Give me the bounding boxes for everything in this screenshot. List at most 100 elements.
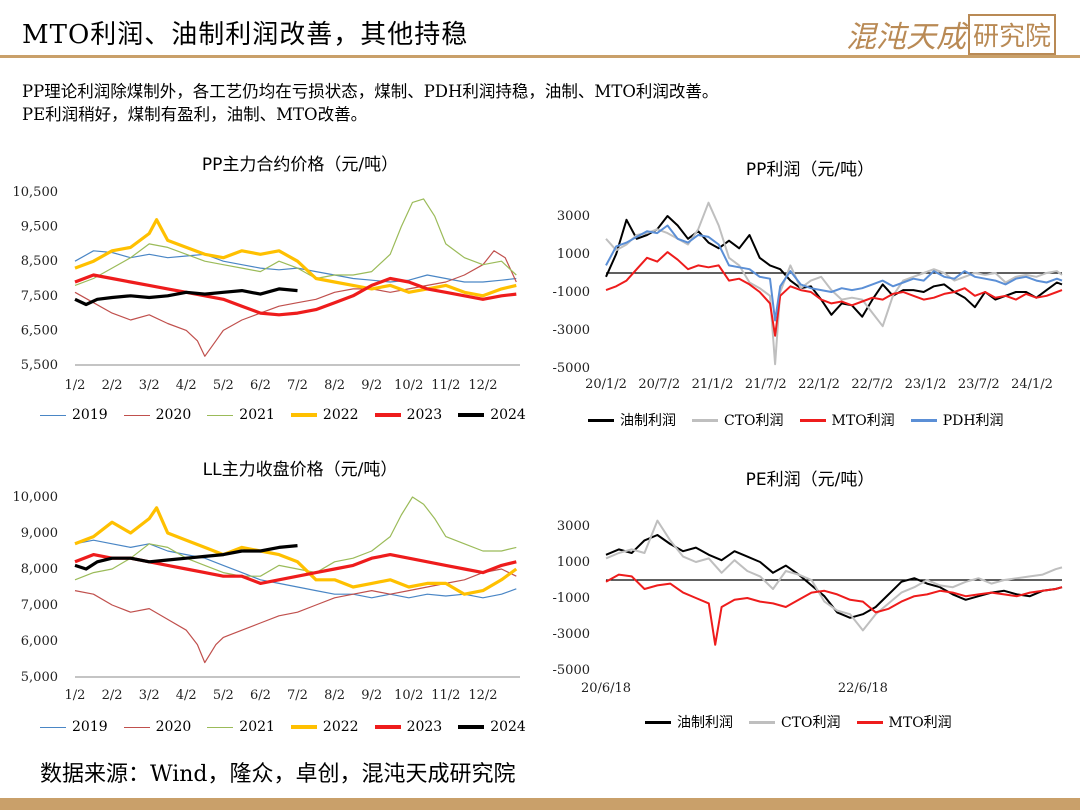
legend-swatch [40, 726, 66, 728]
pe-profit-chart-title: PE利润（元/吨） [745, 470, 875, 490]
legend-label: MTO利润 [888, 715, 952, 731]
x-tick-label: 8/2 [324, 688, 345, 703]
legend-label: 2020 [155, 719, 192, 735]
x-tick-label: 3/2 [139, 688, 160, 703]
series-line-y2022 [74, 506, 518, 596]
legend-swatch [458, 413, 485, 417]
legend-item: MTO利润 [799, 410, 895, 430]
series-line-y2024 [74, 287, 298, 307]
x-tick-label: 7/2 [287, 378, 308, 393]
legend-item: 油制利润 [588, 410, 676, 430]
x-tick-label: 24/1/2 [1011, 377, 1053, 392]
legend-label: 2019 [72, 407, 108, 423]
series-line-y2021 [74, 198, 517, 286]
summary-text: PP理论利润除煤制外，各工艺仍均在亏损状态，煤制、PDH利润持稳，油制、MTO利… [22, 80, 718, 126]
legend-item: 2019 [40, 407, 108, 423]
legend-item: CTO利润 [749, 712, 841, 732]
brand-logo: 混沌天成 研究院 [846, 12, 1056, 56]
series-line-y2019 [74, 250, 517, 283]
summary-line-1: PP理论利润除煤制外，各工艺仍均在亏损状态，煤制、PDH利润持稳，油制、MTO利… [22, 82, 719, 101]
y-tick-label: 7,000 [21, 598, 58, 613]
legend-swatch [910, 418, 937, 422]
x-tick-label: 22/7/2 [851, 377, 893, 392]
y-tick-label: 8,500 [21, 254, 58, 269]
series-line-cto [605, 519, 1063, 632]
x-tick-label: 4/2 [176, 688, 197, 703]
pp-price-legend: 2019 2020 2021 2022 2023 2024 [40, 407, 542, 423]
legend-item: 2021 [207, 407, 275, 423]
legend-item: 2022 [290, 407, 359, 423]
legend-swatch [856, 720, 883, 724]
legend-item: 2024 [458, 719, 526, 735]
y-tick-label: -1000 [553, 285, 590, 300]
x-tick-label: 1/2 [65, 378, 86, 393]
pp-profit-legend: 油制利润 CTO利润 MTO利润 PDH利润 [588, 410, 1020, 430]
y-tick-label: 9,500 [21, 220, 58, 235]
x-tick-label: 22/1/2 [798, 377, 840, 392]
series-line-oil [605, 534, 1063, 619]
series-line-pdh [605, 224, 1063, 322]
legend-label: 油制利润 [677, 715, 733, 731]
legend-swatch [692, 418, 718, 422]
legend-swatch [207, 726, 234, 728]
pp-price-chart: 10,500 9,500 8,500 7,500 6,500 5,500 1/2 2/2 3/2… [13, 185, 520, 393]
series-line-mto [605, 251, 1063, 337]
legend-label: MTO利润 [831, 413, 895, 429]
legend-label: 2021 [239, 719, 275, 735]
x-tick-label: 6/2 [250, 378, 271, 393]
footer-bar [0, 798, 1080, 810]
legend-label: 2022 [322, 719, 359, 735]
ll-price-chart-title: LL主力收盘价格（元/吨） [202, 460, 398, 480]
y-tick-label: -1000 [553, 591, 590, 606]
ll-price-chart: 10,000 9,000 8,000 7,000 6,000 5,000 1/2 2/2 3/2… [13, 490, 520, 703]
legend-swatch [645, 720, 671, 724]
x-tick-label: 9/2 [361, 378, 382, 393]
legend-label: PDH利润 [942, 413, 1004, 429]
x-tick-label: 4/2 [176, 378, 197, 393]
pp-price-chart-title: PP主力合约价格（元/吨） [201, 155, 399, 175]
legend-label: 油制利润 [620, 413, 676, 429]
legend-swatch [207, 414, 234, 416]
x-tick-label: 21/1/2 [692, 377, 734, 392]
pp-profit-chart-title: PP利润（元/吨） [745, 160, 875, 180]
legend-label: 2020 [155, 407, 192, 423]
legend-label: 2019 [72, 719, 108, 735]
legend-item: 2024 [458, 407, 526, 423]
x-tick-label: 5/2 [213, 378, 234, 393]
legend-label: 2021 [239, 407, 275, 423]
legend-swatch [123, 414, 150, 416]
legend-label: CTO利润 [724, 413, 784, 429]
legend-item: 2023 [374, 719, 443, 735]
x-tick-label: 22/6/18 [838, 681, 888, 696]
legend-label: 2022 [322, 407, 359, 423]
x-tick-label: 12/2 [468, 378, 497, 393]
legend-label: 2023 [406, 719, 443, 735]
y-tick-label: 5,000 [21, 670, 58, 685]
y-tick-label: -5000 [553, 663, 590, 678]
x-tick-label: 20/1/2 [585, 377, 627, 392]
series-line-oil [605, 215, 1063, 318]
legend-item: 油制利润 [645, 712, 733, 732]
x-tick-label: 8/2 [324, 378, 345, 393]
legend-item: CTO利润 [692, 410, 784, 430]
legend-swatch [374, 725, 401, 729]
x-tick-label: 10/2 [394, 688, 423, 703]
legend-swatch [374, 413, 401, 417]
y-tick-label: 5,500 [21, 358, 58, 373]
x-tick-label: 10/2 [394, 378, 423, 393]
y-tick-label: -3000 [553, 323, 590, 338]
x-tick-label: 5/2 [213, 688, 234, 703]
y-tick-label: 8,000 [21, 562, 58, 577]
series-line-y2024 [74, 544, 298, 571]
series-line-y2022 [74, 218, 517, 298]
y-tick-label: 3000 [557, 209, 590, 224]
x-tick-label: 7/2 [287, 688, 308, 703]
y-tick-label: 10,500 [13, 185, 59, 200]
legend-swatch [458, 725, 485, 729]
legend-item: 2020 [123, 407, 192, 423]
y-tick-label: 6,000 [21, 634, 58, 649]
x-tick-label: 23/1/2 [905, 377, 947, 392]
x-tick-label: 9/2 [361, 688, 382, 703]
x-tick-label: 2/2 [102, 378, 123, 393]
